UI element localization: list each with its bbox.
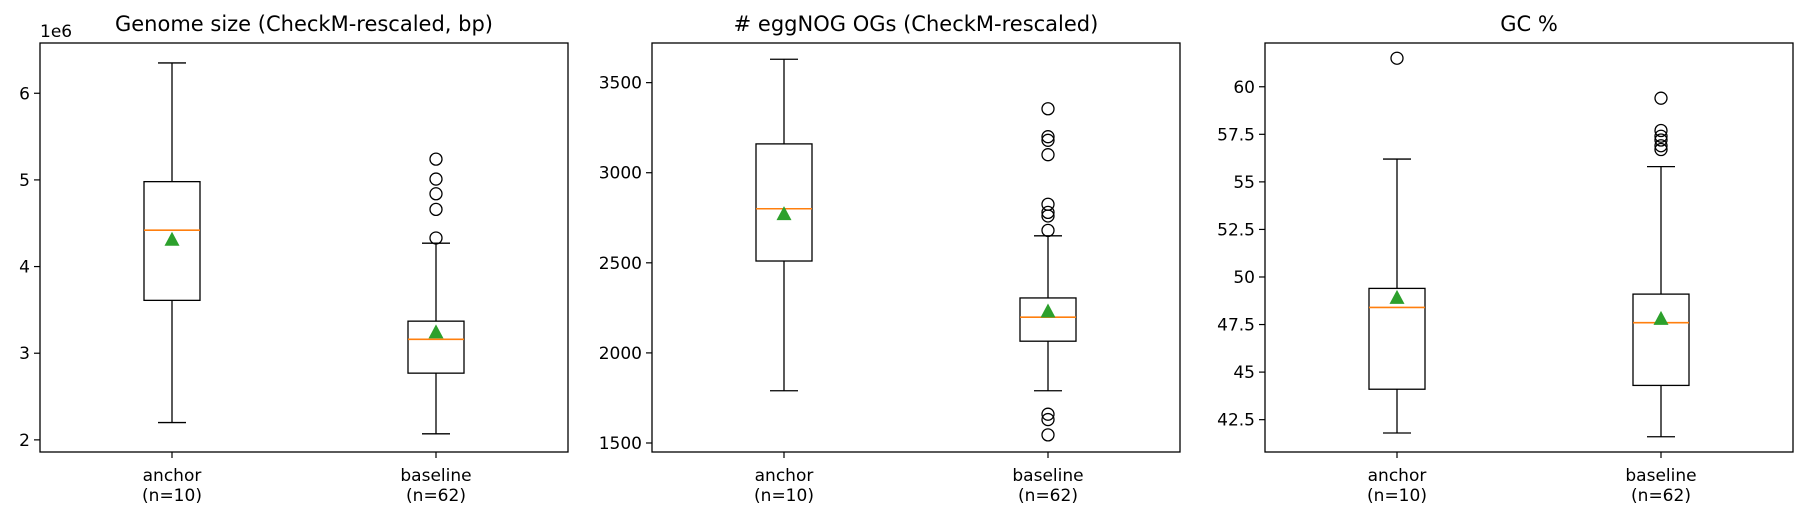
- outlier-point: [1041, 148, 1055, 162]
- y-tick-label: 55: [1233, 173, 1255, 193]
- box-baseline: [407, 152, 465, 435]
- outlier-point: [1041, 205, 1055, 220]
- y-tick-label: 50: [1233, 268, 1255, 288]
- x-tick-label: baseline (n=62): [1625, 466, 1696, 506]
- y-tick-label: 52.5: [1217, 220, 1255, 240]
- chart-panel-2: # eggNOG OGs (CheckM-rescaled) 1500 2000 25…: [599, 12, 1181, 506]
- iqr-box: [1632, 293, 1690, 387]
- mean-marker: [1040, 303, 1056, 318]
- chart-title: GC %: [1500, 12, 1558, 36]
- mean-marker: [776, 206, 792, 221]
- y-tick-label: 3500: [599, 74, 642, 94]
- y-tick-label: 45: [1233, 363, 1255, 383]
- chart-panel-3: GC % 42.5 45 47.5 50 52.5 55 57.5 60 anchor (n=10)…: [1217, 12, 1794, 506]
- outlier-point: [1654, 91, 1668, 105]
- mean-marker: [164, 231, 180, 246]
- y-tick-label: 2500: [599, 254, 642, 274]
- outlier-point: [1654, 142, 1668, 157]
- outlier-point: [1041, 407, 1055, 421]
- box-anchor: [1368, 51, 1426, 434]
- y-tick-label: 3000: [599, 164, 642, 184]
- mean-marker: [428, 324, 444, 339]
- iqr-box: [1019, 297, 1077, 342]
- y-tick-label: 47.5: [1217, 316, 1255, 336]
- box-baseline: [1019, 102, 1077, 442]
- axis-offset-label: 1e6: [40, 22, 72, 42]
- iqr-box: [1368, 287, 1426, 390]
- iqr-box: [407, 320, 465, 374]
- outlier-point: [1041, 102, 1055, 116]
- chart-panel-1: Genome size (CheckM-rescaled, bp) 1e6 2 3 4 5…: [19, 12, 569, 506]
- box-anchor: [755, 58, 813, 392]
- iqr-box: [755, 143, 813, 262]
- axes-frame: [651, 42, 1181, 453]
- x-tick-label: anchor (n=10): [142, 466, 202, 506]
- y-tick-label: 57.5: [1217, 125, 1255, 145]
- y-tick-label: 4: [19, 258, 30, 278]
- outlier-point: [1654, 139, 1668, 153]
- iqr-box: [143, 180, 201, 302]
- outlier-point: [1041, 133, 1055, 147]
- outlier-point: [1041, 428, 1055, 442]
- outlier-point: [1041, 223, 1055, 238]
- axes-frame: [1264, 42, 1794, 453]
- axes-frame: [39, 42, 569, 453]
- x-tick-label: anchor (n=10): [1367, 466, 1427, 506]
- mean-marker: [1653, 310, 1669, 325]
- y-tick-label: 42.5: [1217, 411, 1255, 431]
- y-tick-label: 2: [19, 431, 30, 451]
- box-baseline: [1632, 91, 1690, 438]
- x-tick-label: baseline (n=62): [400, 466, 471, 506]
- x-tick-label: baseline (n=62): [1012, 466, 1083, 506]
- outlier-point: [1654, 129, 1668, 143]
- outlier-point: [429, 231, 443, 245]
- box-anchor: [143, 62, 201, 424]
- outlier-point: [429, 202, 443, 217]
- chart-title: # eggNOG OGs (CheckM-rescaled): [734, 12, 1099, 36]
- outlier-point: [1041, 130, 1055, 144]
- outlier-point: [429, 187, 443, 201]
- y-tick-label: 5: [19, 171, 30, 191]
- y-tick-label: 1500: [599, 434, 642, 454]
- y-tick-label: 3: [19, 344, 30, 364]
- y-tick-label: 60: [1233, 78, 1255, 98]
- outlier-point: [429, 152, 443, 166]
- outlier-point: [1654, 133, 1668, 147]
- y-tick-label: 2000: [599, 344, 642, 364]
- chart-title: Genome size (CheckM-rescaled, bp): [115, 12, 493, 36]
- outlier-point: [1654, 123, 1668, 138]
- outlier-point: [1041, 197, 1055, 211]
- outlier-point: [1390, 51, 1404, 65]
- y-tick-label: 6: [19, 84, 30, 104]
- x-tick-label: anchor (n=10): [754, 466, 814, 506]
- outlier-point: [1041, 412, 1055, 427]
- mean-marker: [1389, 289, 1405, 304]
- outlier-point: [429, 172, 443, 186]
